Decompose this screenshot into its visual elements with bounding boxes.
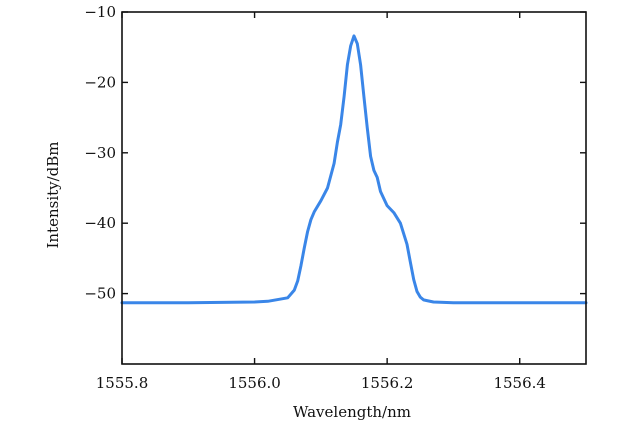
y-tick-label: −30 bbox=[84, 144, 116, 162]
y-tick-label: −10 bbox=[84, 3, 116, 21]
y-tick-label: −20 bbox=[84, 73, 116, 91]
y-tick-label: −50 bbox=[84, 285, 116, 303]
plot-frame bbox=[121, 11, 587, 365]
x-tick-label: 1555.8 bbox=[96, 374, 149, 392]
spectrum-line bbox=[120, 34, 588, 305]
x-tick-label: 1556.2 bbox=[361, 374, 414, 392]
x-axis-title: Wavelength/nm bbox=[293, 403, 411, 421]
plot-area bbox=[120, 11, 588, 365]
y-axis-ticks: −10 −20 −30 −40 −50 bbox=[84, 3, 586, 303]
x-tick-label: 1556.4 bbox=[493, 374, 546, 392]
x-tick-label: 1556.0 bbox=[228, 374, 281, 392]
x-axis-ticks: 1555.8 1556.0 1556.2 1556.4 bbox=[96, 12, 546, 392]
y-tick-label: −40 bbox=[84, 214, 116, 232]
y-axis-title: Intensity/dBm bbox=[44, 141, 62, 248]
